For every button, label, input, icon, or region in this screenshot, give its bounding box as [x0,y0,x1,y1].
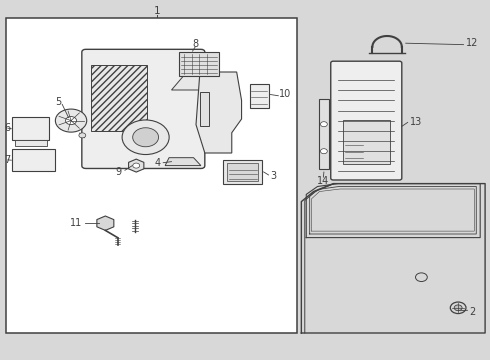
Bar [6,18,297,333]
Bar [227,163,258,181]
Polygon shape [172,76,226,90]
Circle shape [454,305,462,311]
Circle shape [133,128,159,147]
Text: 12: 12 [466,38,478,48]
Bar [223,160,262,184]
Text: 2: 2 [469,307,475,317]
Bar [318,99,329,169]
Circle shape [122,120,169,154]
Text: 8: 8 [192,39,198,49]
Polygon shape [165,158,201,166]
Circle shape [320,149,327,154]
Circle shape [320,122,327,127]
Text: 5: 5 [55,96,61,107]
Text: 1: 1 [153,6,160,16]
Bar [250,84,269,108]
Circle shape [79,133,86,138]
Text: 7: 7 [4,155,10,165]
FancyBboxPatch shape [331,61,402,180]
Text: 4: 4 [155,158,161,168]
Bar [91,65,147,131]
Text: 13: 13 [410,117,422,127]
Polygon shape [196,72,242,153]
Bar [12,117,49,140]
Circle shape [133,163,140,168]
Circle shape [416,273,427,282]
Bar [343,120,390,164]
Circle shape [55,109,87,132]
Text: 14: 14 [318,176,329,186]
Bar [200,92,209,126]
Text: 6: 6 [4,123,10,133]
Circle shape [66,117,76,125]
FancyBboxPatch shape [82,49,205,168]
Polygon shape [97,216,114,230]
Text: 9: 9 [116,167,122,177]
Circle shape [450,302,466,314]
Bar [12,149,55,171]
Text: 10: 10 [279,89,292,99]
Bar [179,52,219,76]
Text: 11: 11 [70,218,82,228]
Bar [15,140,47,146]
Polygon shape [128,159,144,172]
Text: 3: 3 [270,171,277,181]
